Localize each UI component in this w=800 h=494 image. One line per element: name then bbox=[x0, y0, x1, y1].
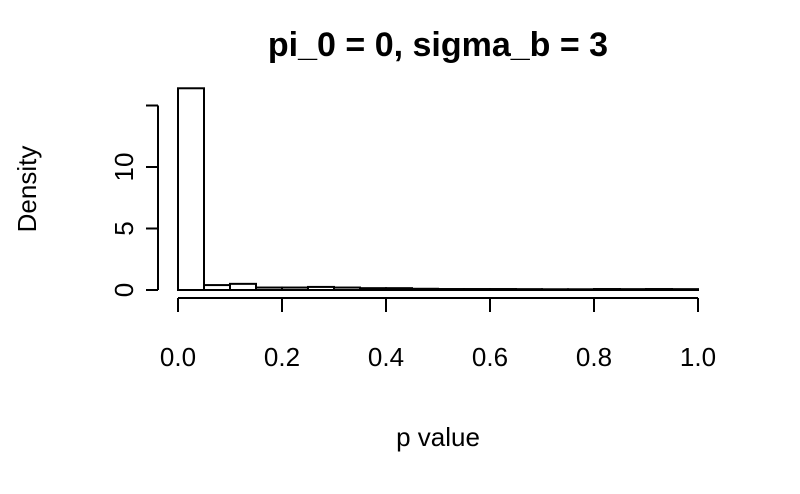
y-tick-label: 5 bbox=[109, 221, 139, 235]
y-axis-label: Density bbox=[12, 146, 42, 233]
y-axis: 0 5 10 bbox=[109, 104, 159, 297]
histogram-bar bbox=[437, 288, 465, 291]
histogram-bar bbox=[203, 284, 231, 291]
histogram-bar bbox=[333, 286, 361, 292]
histogram-bar bbox=[359, 287, 387, 291]
x-tick-label: 1.0 bbox=[680, 342, 716, 372]
histogram-bar bbox=[255, 286, 283, 292]
histogram-bar bbox=[515, 288, 543, 292]
bars-group bbox=[177, 87, 699, 292]
histogram-bar bbox=[463, 288, 491, 291]
x-axis: 0.0 0.2 0.4 0.6 0.8 1.0 bbox=[160, 297, 716, 372]
x-axis-label: p value bbox=[396, 422, 480, 452]
x-tick-label: 0.8 bbox=[576, 342, 612, 372]
histogram-bar bbox=[411, 287, 439, 291]
histogram-bar bbox=[177, 87, 205, 291]
histogram-bar bbox=[645, 288, 673, 291]
histogram-bar bbox=[489, 288, 517, 291]
histogram-bar bbox=[229, 282, 257, 292]
y-tick-label: 0 bbox=[109, 283, 139, 297]
y-tick-label: 10 bbox=[109, 153, 139, 182]
x-tick-label: 0.6 bbox=[472, 342, 508, 372]
histogram-bar bbox=[385, 287, 413, 291]
x-tick-label: 0.2 bbox=[264, 342, 300, 372]
histogram-bar bbox=[281, 286, 309, 292]
histogram-bar bbox=[541, 288, 569, 291]
x-tick-label: 0.4 bbox=[368, 342, 404, 372]
chart-title: pi_0 = 0, sigma_b = 3 bbox=[268, 26, 608, 64]
histogram-bar bbox=[619, 288, 647, 292]
histogram-bar bbox=[307, 285, 335, 291]
histogram-bar bbox=[567, 288, 595, 291]
histogram-bar bbox=[593, 288, 621, 291]
x-tick-label: 0.0 bbox=[160, 342, 196, 372]
histogram-bar bbox=[671, 288, 699, 292]
